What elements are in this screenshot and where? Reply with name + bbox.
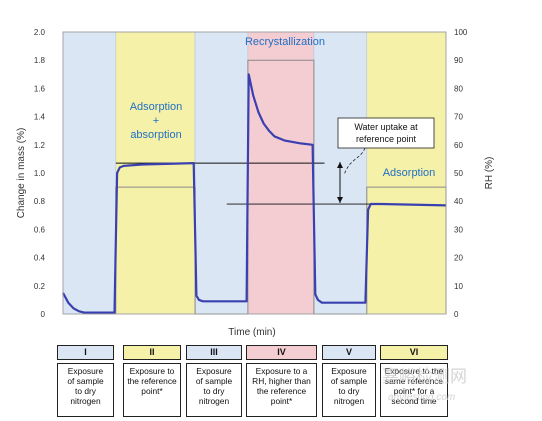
table-line: Exposure to a [255,366,308,376]
right-tick-label: 30 [454,225,463,234]
phase-table: I Exposure of sample to dry nitrogen II Exposu… [57,345,448,417]
left-tick-label: 0.2 [34,282,46,291]
table-cell-VI: VI Exposure to the same reference point* fo… [380,345,448,417]
x-axis-title: Time (min) [228,327,275,338]
right-tick-label: 90 [454,56,463,65]
left-tick-label: 0.6 [34,225,46,234]
watermark-en: anytesting.com [388,392,456,403]
table-line: Exposure to the [384,366,444,376]
left-tick-label: 0.8 [34,197,46,206]
table-line: second time [391,396,437,406]
table-cell-II: II Exposure to the reference point* [123,345,181,417]
table-body-III: Exposure of sample to dry nitrogen [186,363,242,417]
table-line: Exposure to [129,366,175,376]
rh-line [115,59,447,315]
water-uptake-arrow-head-bottom [337,197,343,203]
table-line: of sample [195,376,233,386]
watermark-cn: 嘉峪检测网 [382,367,467,387]
phase-band-III [194,31,249,315]
right-tick-label: 60 [454,141,463,150]
water-uptake-arrow-head-top [337,162,343,168]
annotation-adsorption-absorption-2: + [153,115,159,127]
table-body-IV: Exposure to a RH, higher than the referenc… [246,363,317,417]
left-tick-label: 0.4 [34,254,46,263]
water-uptake-pointer [343,147,366,176]
table-line: Exposure [67,366,104,376]
right-tick-label: 40 [454,197,463,206]
right-tick-label: 20 [454,254,463,263]
annotation-adsorption-absorption-3: absorption [130,129,181,141]
table-header-V: V [322,345,376,360]
reference-lines [115,162,380,205]
right-tick-label: 50 [454,169,463,178]
phase-band-VI [366,31,447,315]
table-cell-IV: IV Exposure to a RH, higher than the refere… [246,345,317,417]
mass-line [62,73,447,314]
rh-series [115,59,447,315]
table-line: to dry [203,386,225,396]
left-tick-label: 1.4 [34,113,46,122]
left-tick-label: 1.6 [34,84,46,93]
table-cell-III: III Exposure of sample to dry nitrogen [186,345,242,417]
right-tick-label: 10 [454,282,463,291]
table-line: the reference [256,386,307,396]
table-cell-V: V Exposure of sample to dry nitrogen [322,345,376,417]
table-line: nitrogen [333,396,365,406]
annotation-adsorption: Adsorption [383,167,436,179]
table-header-IV: IV [246,345,317,360]
table-header-VI: VI [380,345,448,360]
plot-frame [62,31,447,315]
table-line: nitrogen [198,396,230,406]
left-axis-ticks: 0 0.2 0.4 0.6 0.8 1.0 1.2 1.4 1.6 1.8 2.0 [34,28,46,319]
table-cell-I: I Exposure of sample to dry nitrogen [57,345,114,417]
table-header-II: II [123,345,181,360]
table-line: of sample [67,376,104,386]
right-tick-label: 70 [454,113,463,122]
water-uptake-label-2: reference point [356,134,417,144]
table-line: Exposure [196,366,232,376]
table-line: point* [141,386,163,396]
water-uptake-label-1: Water uptake at [354,122,418,132]
table-line: Exposure [331,366,367,376]
phase-band-I [62,31,117,315]
water-uptake-box [337,117,435,149]
table-line: nitrogen [70,396,101,406]
phase-bands [62,31,447,315]
left-tick-label: 0 [41,310,46,319]
table-line: the reference [127,376,177,386]
right-tick-label: 0 [454,310,459,319]
annotation-adsorption-absorption-1: Adsorption [130,101,183,113]
table-line: of sample [330,376,368,386]
chart: 0 0.2 0.4 0.6 0.8 1.0 1.2 1.4 1.6 1.8 2.0 0 10 20 30 4… [16,28,495,338]
phase-band-IV [247,31,315,315]
left-tick-label: 2.0 [34,28,46,37]
table-body-II: Exposure to the reference point* [123,363,181,417]
table-line: to dry [75,386,96,396]
left-tick-label: 1.8 [34,56,46,65]
table-line: to dry [338,386,360,396]
annotation-recrystallization: Recrystallization [245,36,325,48]
table-body-V: Exposure of sample to dry nitrogen [322,363,376,417]
right-tick-label: 80 [454,84,463,93]
table-line: point* for a [393,386,435,396]
left-tick-label: 1.0 [34,169,46,178]
table-line: RH, higher than [252,376,311,386]
table-line: same reference [384,376,444,386]
left-tick-label: 1.2 [34,141,46,150]
table-body-VI: Exposure to the same reference point* for … [380,363,448,417]
right-axis-ticks: 0 10 20 30 40 50 60 70 80 90 100 [454,28,468,319]
table-header-I: I [57,345,114,360]
table-header-III: III [186,345,242,360]
right-tick-label: 100 [454,28,468,37]
y-axis-left-title: Change in mass (%) [16,128,27,219]
phase-band-II [115,31,196,315]
y-axis-right-title: RH (%) [484,157,495,190]
table-line: point* [270,396,293,406]
mass-series [62,73,447,314]
table-body-I: Exposure of sample to dry nitrogen [57,363,114,417]
